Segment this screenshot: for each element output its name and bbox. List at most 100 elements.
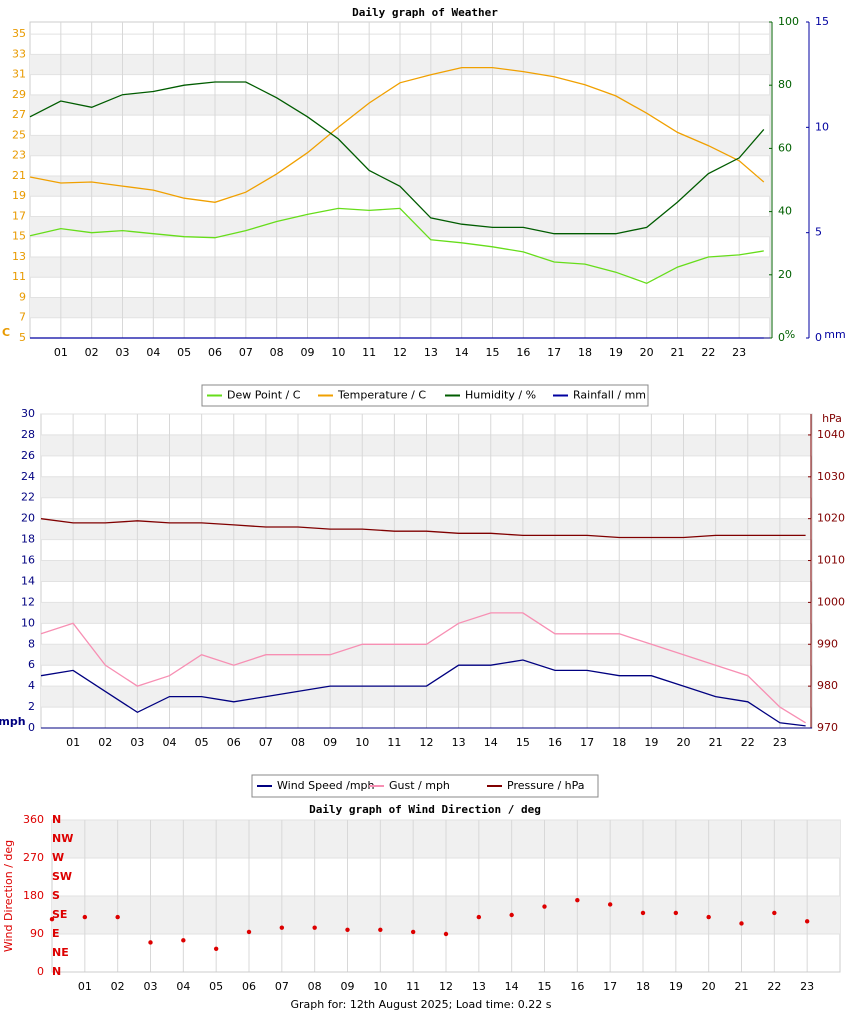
x-tick-label: 19	[609, 346, 623, 359]
x-tick-label: 10	[373, 980, 387, 993]
point	[312, 925, 317, 930]
tick-label: 1020	[817, 512, 845, 525]
x-tick-label: 07	[239, 346, 253, 359]
x-tick-label: 23	[773, 736, 787, 749]
point	[213, 946, 219, 951]
x-tick-label: 07	[259, 736, 273, 749]
x-tick-label: 16	[570, 980, 584, 993]
x-tick-label: 10	[355, 736, 369, 749]
x-tick-label: 08	[308, 980, 322, 993]
tick-label: 5	[19, 331, 26, 344]
point	[279, 925, 285, 930]
legend-box	[201, 384, 649, 407]
point	[115, 914, 120, 920]
tick-label: 12	[21, 595, 35, 608]
tick-label: 0	[815, 331, 822, 344]
compass-label: N	[52, 813, 61, 826]
compass-label: SW	[52, 870, 72, 883]
x-tick-label: 16	[548, 736, 562, 749]
axis-unit: hPa	[822, 412, 842, 425]
tick-label: 90	[30, 927, 44, 940]
compass-label: E	[52, 927, 60, 940]
x-tick-label: 23	[800, 980, 814, 993]
tick-label: 40	[778, 205, 792, 218]
x-tick-label: 19	[644, 736, 658, 749]
x-tick-label: 03	[144, 980, 158, 993]
tick-label: 33	[12, 47, 26, 60]
point	[181, 938, 186, 943]
x-tick-label: 08	[291, 736, 305, 749]
point	[706, 914, 711, 920]
series-line	[29, 207, 764, 285]
compass-label: NW	[52, 832, 73, 845]
tick-label: 270	[23, 851, 44, 864]
point	[82, 914, 88, 920]
tick-label: 1000	[817, 595, 845, 608]
tick-label: 6	[28, 658, 35, 671]
tick-label: 5	[815, 226, 822, 239]
point	[607, 902, 613, 907]
point	[378, 927, 383, 932]
tick-label: 19	[12, 189, 26, 202]
legend-label: Dew Point / C	[227, 389, 301, 402]
axis-unit: mm	[824, 328, 845, 341]
legend-box	[251, 774, 599, 798]
point	[148, 940, 153, 945]
tick-label: 17	[12, 209, 26, 222]
x-tick-label: 19	[669, 980, 683, 993]
point	[739, 921, 744, 926]
series-line	[29, 66, 765, 203]
axis-unit: C	[2, 326, 10, 339]
x-tick-label: 01	[66, 736, 80, 749]
x-tick-label: 18	[612, 736, 626, 749]
tick-label: 970	[817, 721, 838, 734]
x-tick-label: 09	[341, 980, 355, 993]
tick-label: 18	[21, 533, 35, 546]
tick-label: 10	[815, 120, 829, 133]
footer: Graph for: 12th August 2025; Load time: …	[291, 998, 552, 1011]
legend-label: Pressure / hPa	[507, 779, 585, 792]
tick-label: 14	[21, 574, 35, 587]
x-tick-label: 06	[208, 346, 222, 359]
tick-label: 26	[21, 449, 35, 462]
tick-label: 80	[778, 78, 792, 91]
x-tick-label: 15	[538, 980, 552, 993]
x-tick-label: 21	[709, 736, 723, 749]
legend-label: Wind Speed /mph	[277, 779, 375, 792]
tick-label: 20	[778, 268, 792, 281]
tick-label: 23	[12, 149, 26, 162]
compass-label: N	[52, 965, 61, 978]
series-line	[40, 659, 806, 727]
tick-label: 24	[21, 470, 35, 483]
axis-unit: %	[785, 328, 795, 341]
compass-label: W	[52, 851, 64, 864]
tick-label: 11	[12, 270, 26, 283]
x-tick-label: 13	[452, 736, 466, 749]
tick-label: 13	[12, 250, 26, 263]
x-tick-label: 06	[242, 980, 256, 993]
series-line	[29, 81, 765, 235]
point	[772, 910, 777, 916]
chart-title: Daily graph of Wind Direction / deg	[309, 803, 541, 816]
x-tick-label: 22	[701, 346, 715, 359]
x-tick-label: 17	[580, 736, 594, 749]
tick-label: 31	[12, 68, 26, 81]
legend-label: Rainfall / mm	[573, 389, 646, 402]
x-tick-label: 17	[603, 980, 617, 993]
legend-label: Humidity / %	[465, 389, 536, 402]
legend-label: Gust / mph	[389, 779, 450, 792]
x-tick-label: 05	[209, 980, 223, 993]
point	[476, 914, 482, 920]
x-tick-label: 11	[387, 736, 401, 749]
tick-label: 15	[12, 230, 26, 243]
x-tick-label: 01	[78, 980, 92, 993]
tick-label: 20	[21, 512, 35, 525]
tick-label: 100	[778, 15, 799, 28]
x-tick-label: 14	[505, 980, 519, 993]
x-tick-label: 03	[130, 736, 144, 749]
x-tick-label: 22	[741, 736, 755, 749]
x-tick-label: 20	[702, 980, 716, 993]
tick-label: 29	[12, 88, 26, 101]
x-tick-label: 05	[195, 736, 209, 749]
